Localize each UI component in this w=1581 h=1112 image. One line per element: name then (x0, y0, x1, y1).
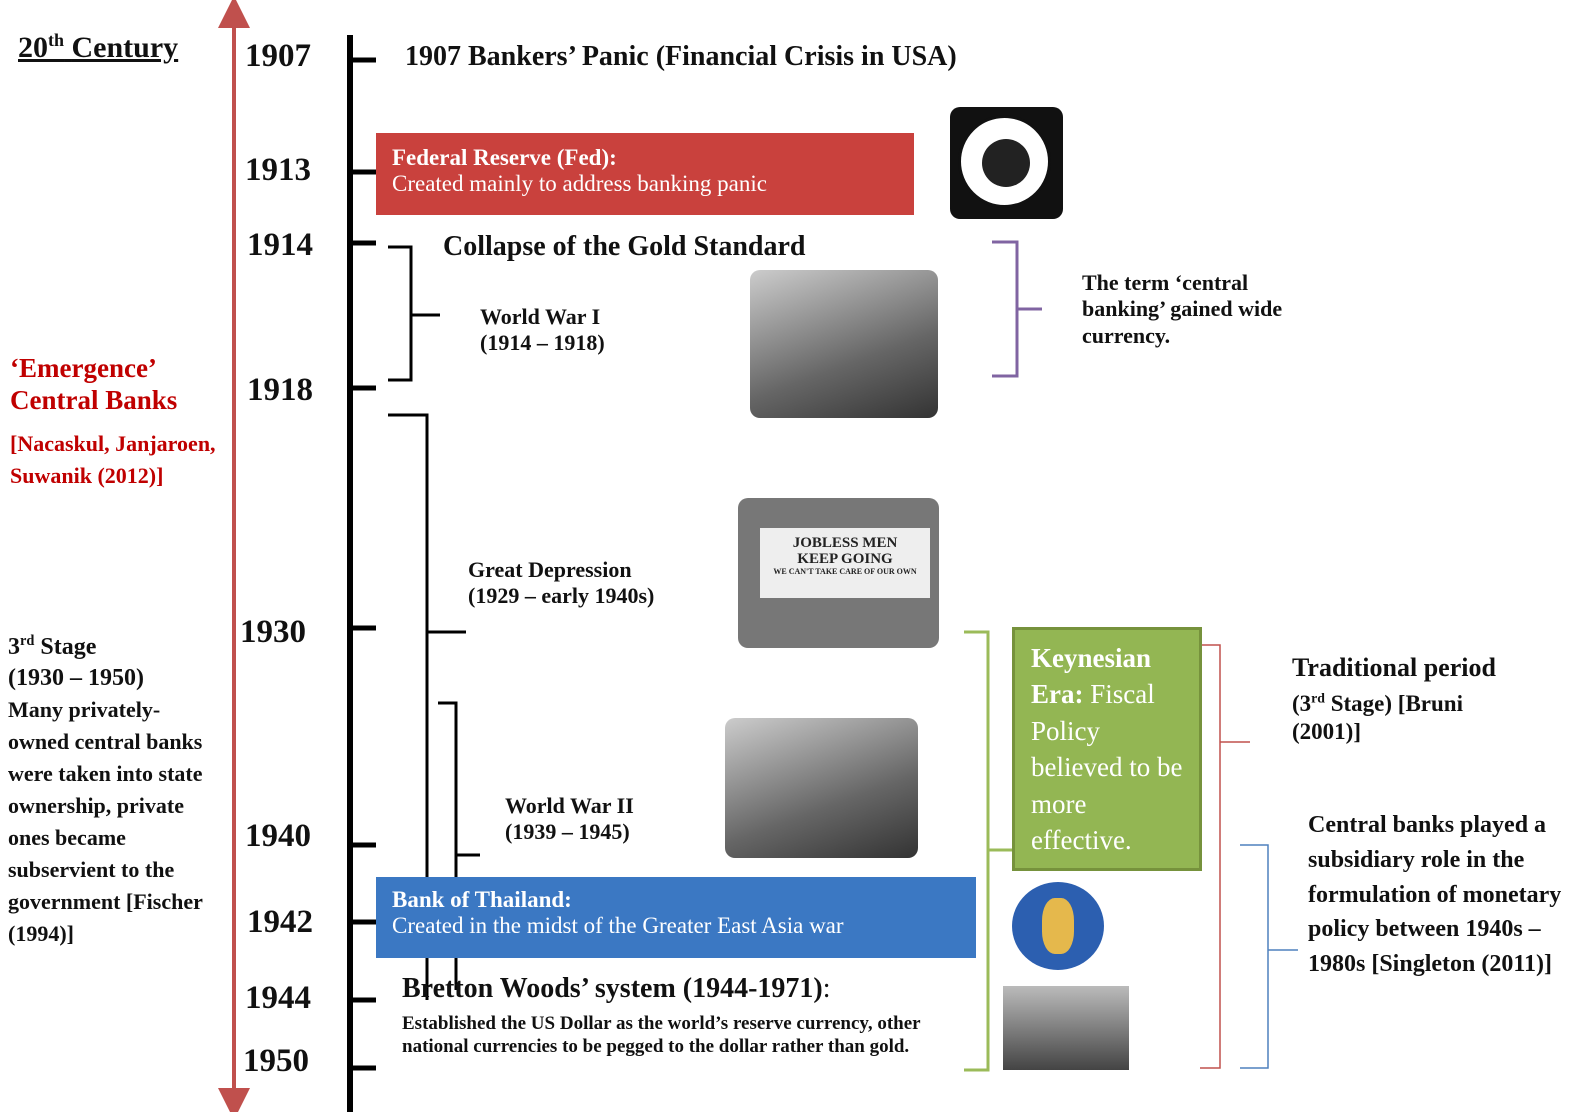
event-ww2: World War II(1939 – 1945) (505, 793, 634, 846)
year-label: 1914 (247, 227, 313, 264)
year-label: 1940 (245, 818, 311, 855)
event-gold: Collapse of the Gold Standard (443, 230, 806, 264)
purple-bracket (992, 242, 1042, 376)
year-label: 1907 (245, 38, 311, 75)
sign-text: JOBLESS MEN (760, 536, 930, 552)
photo-depression: JOBLESS MEN KEEP GOING WE CAN'T TAKE CAR… (738, 498, 939, 648)
century-heading: 20th Century (18, 30, 178, 66)
year-label: 1930 (240, 614, 306, 651)
traditional-text: (3rd Stage) [Bruni (2001)] (1292, 690, 1532, 745)
year-label: 1942 (247, 904, 313, 941)
emergence-title: ‘Emergence’ Central Banks (10, 352, 225, 417)
note-subsidiary: Central banks played a subsidiary role i… (1308, 808, 1573, 982)
fed-title: Federal Reserve (Fed): (392, 145, 898, 171)
event-depression: Great Depression(1929 – early 1940s) (468, 557, 654, 610)
bot-title: Bank of Thailand: (392, 887, 960, 913)
bot-box: Bank of Thailand: Created in the midst o… (376, 877, 976, 958)
event-ww1: World War I(1914 – 1918) (480, 304, 605, 357)
photo-ww2 (725, 718, 918, 858)
fed-text: Created mainly to address banking panic (392, 171, 898, 197)
emergence-source: [Nacaskul, Janjaroen, Suwanik (2012)] (10, 428, 225, 492)
year-label: 1950 (243, 1043, 309, 1080)
year-label: 1918 (247, 372, 313, 409)
photo-ww1 (750, 270, 938, 418)
sign-text: WE CAN'T TAKE CARE OF OUR OWN (760, 568, 930, 576)
blue-bracket (1240, 845, 1298, 1068)
bretton-text: Established the US Dollar as the world’s… (402, 1013, 957, 1059)
bot-seal (1012, 882, 1104, 970)
sign-text: KEEP GOING (760, 552, 930, 568)
bot-text: Created in the midst of the Greater East… (392, 913, 960, 939)
event-panic: 1907 Bankers’ Panic (Financial Crisis in… (405, 40, 957, 74)
year-ticks (350, 60, 376, 1068)
bretton-title: Bretton Woods’ system (1944-1971): (402, 972, 831, 1006)
keynesian-box: Keynesian Era: Fiscal Policy believed to… (1012, 627, 1202, 871)
red-bracket (1200, 645, 1250, 1068)
fed-seal (950, 107, 1063, 219)
fed-box: Federal Reserve (Fed): Created mainly to… (376, 133, 914, 215)
stage-note: 3rd Stage (1930 – 1950) Many privately-o… (8, 632, 208, 950)
slide: 20th Century 1907 1913 1914 1918 1930 1940 194… (0, 0, 1581, 1112)
year-label: 1944 (245, 980, 311, 1017)
note-central-banking: The term ‘central banking’ gained wide c… (1082, 270, 1312, 349)
photo-bretton (1003, 986, 1129, 1070)
year-label: 1913 (245, 152, 311, 189)
traditional-title: Traditional period (1292, 652, 1572, 683)
